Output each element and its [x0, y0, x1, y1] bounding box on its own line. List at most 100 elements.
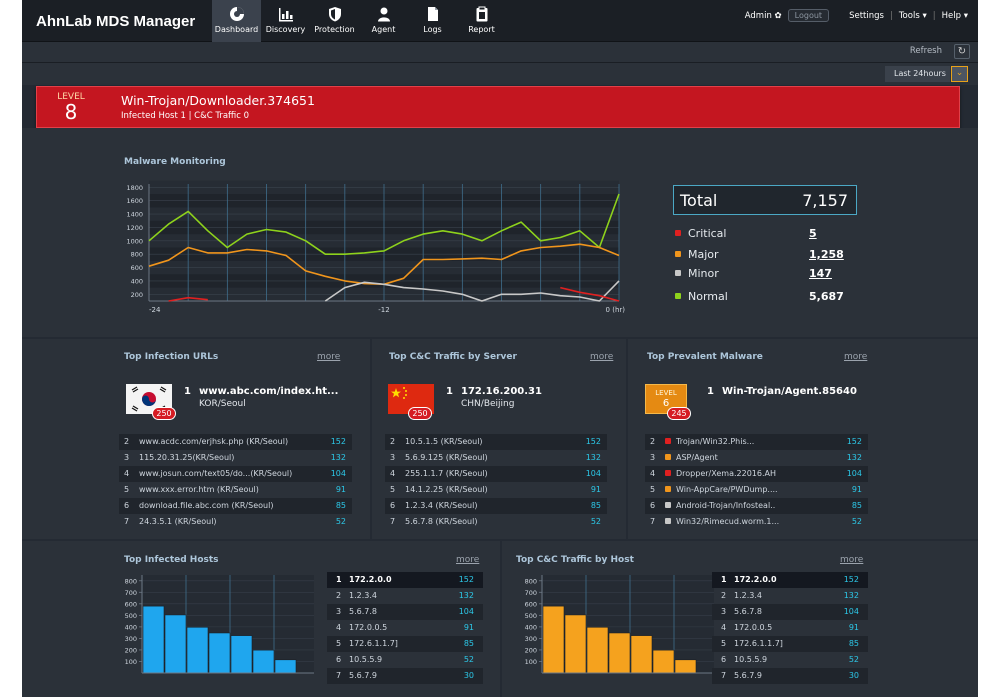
list-item[interactable]: 7 5.6.7.8 (KR/Seoul) 52	[385, 514, 607, 530]
level-label: LEVEL	[655, 389, 677, 397]
list-item[interactable]: 3 5.6.9.125 (KR/Seoul) 132	[385, 450, 607, 466]
server-list: 2 10.5.1.5 (KR/Seoul) 152 3 5.6.9.125 (KR/S…	[385, 434, 607, 530]
count-badge: 250	[152, 407, 176, 420]
item-name: 14.1.2.25 (KR/Seoul)	[405, 485, 488, 494]
list-item[interactable]: 7 Win32/Rimecud.worm.1... 52	[645, 514, 868, 530]
list-item[interactable]: 4 Dropper/Xema.22016.AH 104	[645, 466, 868, 482]
item-count: 152	[843, 575, 859, 584]
list-item[interactable]: 3 115.20.31.25(KR/Seoul) 132	[119, 450, 352, 466]
list-item[interactable]: 2 1.2.3.4 132	[712, 588, 868, 604]
settings-link[interactable]: Settings	[849, 10, 884, 21]
list-item[interactable]: 5 www.xxx.error.htm (KR/Seoul) 91	[119, 482, 352, 498]
rank: 2	[336, 591, 342, 600]
item-count: 52	[590, 517, 601, 526]
list-item[interactable]: 1 172.2.0.0 152	[712, 572, 868, 588]
item-count: 30	[848, 671, 859, 680]
top-malware[interactable]: Win-Trojan/Agent.85640	[722, 386, 857, 397]
bar	[542, 605, 565, 674]
more-link[interactable]: more	[844, 352, 868, 362]
rank: 6	[650, 501, 656, 510]
list-item[interactable]: 6 download.file.abc.com (KR/Seoul) 85	[119, 498, 352, 514]
admin-user[interactable]: Admin ✿	[745, 11, 782, 21]
nav-agent[interactable]: Agent	[359, 0, 408, 42]
list-item[interactable]: 5 172.6.1.1.7] 85	[712, 636, 868, 652]
rank: 7	[650, 517, 656, 526]
list-item[interactable]: 7 24.3.5.1 (KR/Seoul) 52	[119, 514, 352, 530]
list-item[interactable]: 4 255.1.1.7 (KR/Seoul) 104	[385, 466, 607, 482]
list-item[interactable]: 7 5.6.7.9 30	[712, 668, 868, 684]
list-item[interactable]: 7 5.6.7.9 30	[327, 668, 483, 684]
infected-hosts-bar-chart: 100 200 300 400 500 600 700 800	[125, 575, 314, 674]
list-item[interactable]: 5 172.6.1.1.7] 85	[327, 636, 483, 652]
rank: 2	[650, 437, 656, 446]
severity-normal-value: 5,687	[809, 290, 844, 303]
period-dropdown-button[interactable]: ⌄	[951, 66, 968, 82]
list-item[interactable]: 6 10.5.5.9 52	[712, 652, 868, 668]
list-item[interactable]: 4 www.josun.com/text05/do...(KR/Seoul) 104	[119, 466, 352, 482]
refresh-button[interactable]: ↻	[954, 44, 970, 59]
item-name: 10.5.5.9	[349, 655, 383, 664]
more-link[interactable]: more	[317, 352, 341, 362]
url-list: 2 www.acdc.com/erjhsk.php (KR/Seoul) 152 3…	[119, 434, 352, 530]
period-select[interactable]: Last 24hours	[885, 66, 950, 82]
bar	[608, 632, 631, 674]
item-count: 91	[335, 485, 346, 494]
bar	[208, 632, 231, 674]
severity-major-value[interactable]: 1,258	[809, 248, 844, 261]
list-item[interactable]: 2 Trojan/Win32.Phis... 152	[645, 434, 868, 450]
list-item[interactable]: 4 172.0.0.5 91	[712, 620, 868, 636]
rank: 2	[721, 591, 727, 600]
y-tick-label: 1200	[126, 224, 143, 232]
y-tick-label: 200	[131, 291, 143, 299]
app-window: AhnLab MDS Manager Dashboard Discovery P…	[22, 0, 978, 697]
y-tick-label: 100	[125, 658, 137, 666]
list-item[interactable]: 6 10.5.5.9 52	[327, 652, 483, 668]
nav-protection[interactable]: Protection	[310, 0, 359, 42]
rank: 6	[721, 655, 727, 664]
rank: 4	[650, 469, 656, 478]
more-link[interactable]: more	[840, 555, 864, 565]
tools-menu[interactable]: Tools ▾	[899, 11, 927, 21]
rank: 5	[390, 485, 396, 494]
more-link[interactable]: more	[590, 352, 614, 362]
y-tick-label: 800	[525, 577, 537, 585]
list-item[interactable]: 2 www.acdc.com/erjhsk.php (KR/Seoul) 152	[119, 434, 352, 450]
list-item[interactable]: 5 14.1.2.25 (KR/Seoul) 91	[385, 482, 607, 498]
list-item[interactable]: 3 ASP/Agent 132	[645, 450, 868, 466]
item-count: 152	[330, 437, 346, 446]
bar	[674, 659, 697, 674]
list-item[interactable]: 4 172.0.0.5 91	[327, 620, 483, 636]
count-badge: 250	[408, 407, 432, 420]
severity-minor-value[interactable]: 147	[809, 267, 832, 280]
list-item[interactable]: 1 172.2.0.0 152	[327, 572, 483, 588]
nav-dashboard[interactable]: Dashboard	[212, 0, 261, 42]
more-link[interactable]: more	[456, 555, 480, 565]
rank: 4	[336, 623, 342, 632]
severity-icon	[665, 470, 671, 476]
clipboard-icon	[476, 6, 487, 22]
bar	[586, 626, 609, 674]
list-item[interactable]: 3 5.6.7.8 104	[712, 604, 868, 620]
nav-discovery[interactable]: Discovery	[261, 0, 310, 42]
help-menu[interactable]: Help ▾	[942, 11, 968, 21]
item-count: 30	[463, 671, 474, 680]
list-item[interactable]: 6 1.2.3.4 (KR/Seoul) 85	[385, 498, 607, 514]
series-line	[168, 286, 620, 302]
top-server[interactable]: 172.16.200.31	[461, 386, 542, 397]
top-cc-server-panel: Top C&C Traffic by Server more 250 1 172…	[372, 339, 626, 539]
item-name: www.josun.com/text05/do...(KR/Seoul)	[139, 469, 293, 478]
list-item[interactable]: 6 Android-Trojan/Infosteal.. 85	[645, 498, 868, 514]
nav-logs[interactable]: Logs	[408, 0, 457, 42]
caret-down-icon: ▾	[963, 10, 968, 21]
list-item[interactable]: 5 Win-AppCare/PWDump.... 91	[645, 482, 868, 498]
nav-report[interactable]: Report	[457, 0, 506, 42]
logout-button[interactable]: Logout	[787, 9, 830, 22]
alert-banner[interactable]: LEVEL 8 Win-Trojan/Downloader.374651 Inf…	[36, 86, 960, 128]
user-name: Admin	[744, 10, 772, 21]
list-item[interactable]: 2 10.5.1.5 (KR/Seoul) 152	[385, 434, 607, 450]
top-url[interactable]: www.abc.com/index.ht...	[199, 386, 339, 397]
list-item[interactable]: 2 1.2.3.4 132	[327, 588, 483, 604]
list-item[interactable]: 3 5.6.7.8 104	[327, 604, 483, 620]
top-rank: 1	[184, 386, 191, 397]
severity-critical-value[interactable]: 5	[809, 227, 817, 240]
